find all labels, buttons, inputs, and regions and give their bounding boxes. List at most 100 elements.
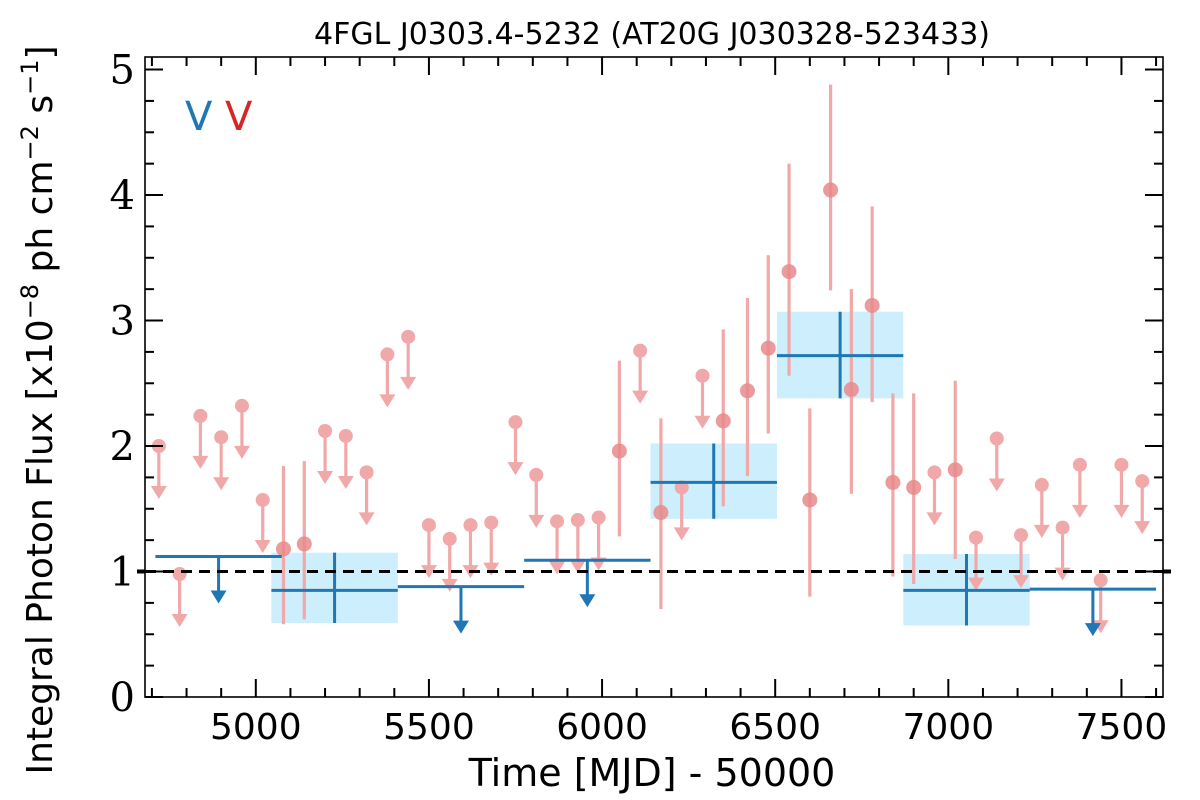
- short-upper-limit-arrow-29-head: [1071, 504, 1088, 518]
- y-tick-label-1: 1: [110, 550, 135, 596]
- long-bin-arrow-3: [579, 560, 596, 608]
- short-upper-limit-point-27: [1034, 477, 1049, 492]
- short-upper-limit-21: [673, 480, 690, 541]
- long-bin-3: [524, 558, 651, 608]
- short-upper-limit-26: [1013, 528, 1030, 589]
- short-upper-limit-11: [420, 518, 437, 579]
- short-upper-limit-point-7: [338, 428, 353, 443]
- short-upper-limit-arrow-0-head: [150, 486, 167, 500]
- short-upper-limit-point-16: [529, 467, 544, 482]
- short-upper-limit-point-1: [172, 567, 187, 582]
- short-detection-10: [843, 289, 859, 494]
- legend-marker-long: V: [185, 94, 213, 140]
- short-upper-limit-25: [988, 431, 1005, 492]
- short-upper-limit-point-19: [591, 510, 606, 525]
- short-upper-limit-arrow-27-head: [1033, 524, 1050, 538]
- short-upper-limit-arrow-7-head: [337, 475, 354, 489]
- short-upper-limit-4: [233, 398, 250, 459]
- short-upper-limit-arrow-25-head: [988, 478, 1005, 492]
- long-bin-arrow-3-head: [579, 594, 596, 608]
- short-upper-limit-point-12: [442, 531, 457, 546]
- short-upper-limit-arrow-5-head: [254, 539, 271, 553]
- short-detection-9: [823, 84, 839, 291]
- legend-marker-short: V: [225, 94, 253, 140]
- short-upper-limit-20: [632, 343, 649, 404]
- long-bin-arrow-2: [452, 586, 469, 634]
- chart-title: 4FGL J0303.4-5232 (AT20G J030328-523433): [314, 17, 990, 52]
- short-upper-limit-point-14: [484, 515, 499, 530]
- y-axis-label-end: ]: [20, 45, 61, 59]
- plot-area: 5000 5500 6000 6500 7000 7500 0 1 2 3 4 5: [110, 48, 1171, 748]
- short-upper-limit-point-31: [1114, 457, 1129, 472]
- short-upper-limit-arrow-22-head: [694, 415, 711, 429]
- short-upper-limit-point-23: [927, 465, 942, 480]
- long-bin-6: [903, 553, 1030, 626]
- short-upper-limit-point-8: [359, 465, 374, 480]
- short-upper-limit-18: [569, 513, 586, 574]
- y-axis-label-exp3: −1: [16, 60, 44, 95]
- y-axis-label-mid: ph cm: [20, 160, 61, 283]
- short-upper-limit-point-6: [318, 423, 333, 438]
- short-upper-limit-arrow-6-head: [317, 470, 334, 484]
- short-upper-limit-point-18: [570, 513, 585, 528]
- short-detection-point-11: [864, 297, 880, 313]
- short-upper-limit-arrow-2-head: [192, 455, 209, 469]
- short-upper-limit-point-10: [401, 329, 416, 344]
- short-detection-point-10: [843, 382, 859, 398]
- y-tick-label-3: 3: [110, 299, 135, 345]
- long-bin-2: [397, 585, 525, 634]
- short-detection-point-9: [823, 182, 839, 198]
- short-detection-3: [653, 418, 669, 610]
- long-bin-arrow-7-head: [1084, 623, 1101, 637]
- short-upper-limit-16: [528, 467, 545, 528]
- short-detection-11: [864, 206, 880, 403]
- long-bin-1: [271, 552, 398, 623]
- short-upper-limit-10: [400, 329, 417, 390]
- short-detection-5: [739, 297, 755, 477]
- legend: V V: [185, 94, 253, 140]
- short-upper-limit-point-4: [234, 398, 249, 413]
- short-detection-point-6: [760, 340, 776, 356]
- y-axis-label-s: s: [20, 95, 61, 125]
- short-upper-limit-arrow-24-head: [968, 577, 985, 591]
- short-upper-limit-23: [926, 465, 943, 526]
- x-tick-label-4: 7000: [903, 707, 995, 748]
- y-axis-label-exp2: −2: [16, 125, 44, 160]
- short-upper-limit-point-28: [1055, 520, 1070, 535]
- y-tick-label-0: 0: [110, 675, 135, 721]
- short-upper-limit-point-5: [255, 492, 270, 507]
- short-upper-limit-point-32: [1135, 474, 1150, 489]
- short-upper-limit-arrow-4-head: [233, 445, 250, 459]
- y-tick-label-2: 2: [110, 424, 135, 470]
- short-upper-limit-17: [549, 514, 566, 575]
- short-upper-limit-28: [1054, 520, 1071, 581]
- short-upper-limit-arrow-26: [1013, 535, 1030, 589]
- short-upper-limit-arrow-23-head: [926, 512, 943, 526]
- short-upper-limit-27: [1033, 477, 1050, 538]
- long-bin-arrow-7: [1084, 589, 1101, 637]
- short-upper-limit-arrow-32-head: [1134, 521, 1151, 535]
- short-upper-limit-arrow-3-head: [213, 477, 230, 491]
- short-upper-limit-8: [358, 465, 375, 526]
- y-axis-label-main: Integral Photon Flux [x10: [20, 319, 61, 774]
- short-upper-limit-32: [1134, 474, 1151, 535]
- short-upper-limit-15: [507, 415, 524, 476]
- long-bin-7: [1029, 587, 1157, 637]
- y-tick-label-5: 5: [110, 48, 135, 94]
- y-axis-label: Integral Photon Flux [x10−8 ph cm−2 s−1]: [16, 45, 61, 774]
- short-upper-limit-point-22: [695, 368, 710, 383]
- short-upper-limit-point-26: [1014, 528, 1029, 543]
- short-upper-limit-arrow-20-head: [632, 390, 649, 404]
- short-upper-limit-point-2: [193, 408, 208, 423]
- short-upper-limit-arrow-14-head: [483, 562, 500, 576]
- long-bin-arrow-0: [210, 556, 227, 604]
- short-upper-limit-arrow-17-head: [549, 561, 566, 575]
- short-detection-14: [947, 380, 963, 559]
- short-upper-limit-3: [213, 430, 230, 491]
- short-detection-12: [885, 393, 901, 577]
- short-upper-limit-1: [171, 567, 188, 628]
- short-detection-point-7: [781, 264, 797, 280]
- short-upper-limit-point-17: [550, 514, 565, 529]
